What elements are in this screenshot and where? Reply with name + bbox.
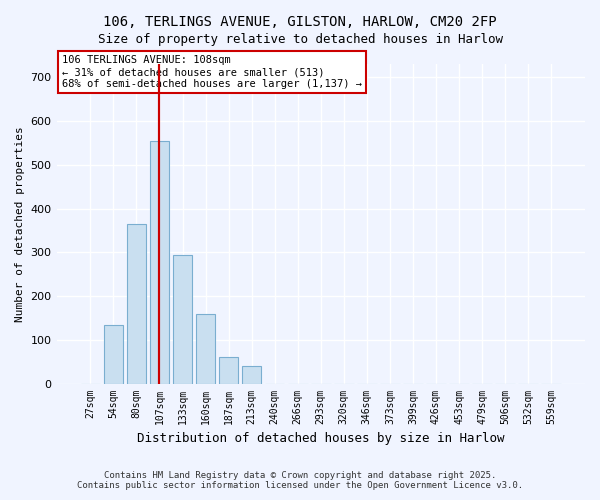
Bar xyxy=(242,366,262,384)
Text: 106 TERLINGS AVENUE: 108sqm
← 31% of detached houses are smaller (513)
68% of se: 106 TERLINGS AVENUE: 108sqm ← 31% of det… xyxy=(62,56,362,88)
Bar xyxy=(149,141,169,384)
X-axis label: Distribution of detached houses by size in Harlow: Distribution of detached houses by size … xyxy=(137,432,505,445)
Text: Contains HM Land Registry data © Crown copyright and database right 2025.
Contai: Contains HM Land Registry data © Crown c… xyxy=(77,470,523,490)
Text: 106, TERLINGS AVENUE, GILSTON, HARLOW, CM20 2FP: 106, TERLINGS AVENUE, GILSTON, HARLOW, C… xyxy=(103,15,497,29)
Bar xyxy=(173,254,193,384)
Y-axis label: Number of detached properties: Number of detached properties xyxy=(15,126,25,322)
Bar xyxy=(127,224,146,384)
Bar xyxy=(104,324,123,384)
Bar xyxy=(219,358,238,384)
Bar xyxy=(196,314,215,384)
Text: Size of property relative to detached houses in Harlow: Size of property relative to detached ho… xyxy=(97,32,503,46)
